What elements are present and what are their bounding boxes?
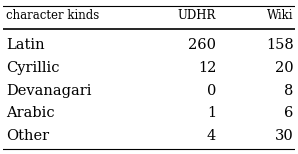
Text: 30: 30 xyxy=(275,129,294,143)
Text: 158: 158 xyxy=(266,38,294,52)
Text: 260: 260 xyxy=(188,38,216,52)
Text: Wiki: Wiki xyxy=(267,9,294,22)
Text: 4: 4 xyxy=(207,129,216,143)
Text: Cyrillic: Cyrillic xyxy=(6,61,59,75)
Text: character kinds: character kinds xyxy=(6,9,99,22)
Text: Latin: Latin xyxy=(6,38,44,52)
Text: UDHR: UDHR xyxy=(178,9,216,22)
Text: Arabic: Arabic xyxy=(6,106,55,120)
Text: Other: Other xyxy=(6,129,49,143)
Text: 0: 0 xyxy=(207,84,216,98)
Text: 12: 12 xyxy=(198,61,216,75)
Text: 6: 6 xyxy=(284,106,294,120)
Text: 8: 8 xyxy=(284,84,294,98)
Text: 20: 20 xyxy=(275,61,294,75)
Text: 1: 1 xyxy=(207,106,216,120)
Text: Devanagari: Devanagari xyxy=(6,84,91,98)
